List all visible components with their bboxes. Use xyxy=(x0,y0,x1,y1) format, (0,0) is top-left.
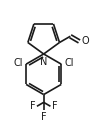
Text: F: F xyxy=(52,101,58,111)
Text: F: F xyxy=(30,101,35,111)
Text: Cl: Cl xyxy=(14,58,23,68)
Text: Cl: Cl xyxy=(64,58,74,68)
Text: O: O xyxy=(82,36,90,46)
Text: N: N xyxy=(40,57,47,67)
Text: F: F xyxy=(41,112,46,122)
